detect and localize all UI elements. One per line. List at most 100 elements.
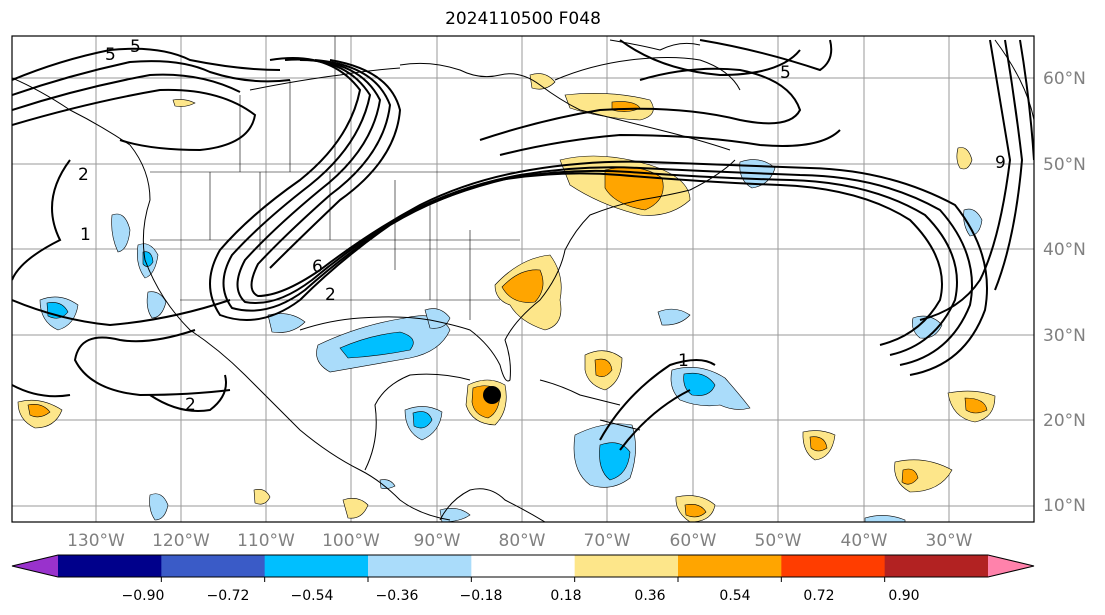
map-frame (11, 35, 1035, 523)
contour-label: 9 (995, 153, 1006, 173)
contour-line (12, 299, 231, 327)
colorbar-tick: −0.90 (122, 588, 165, 604)
anomaly-blob (864, 515, 906, 522)
colorbar-segment (58, 555, 162, 577)
contour-line (250, 59, 988, 376)
lon-label: 60°W (670, 531, 717, 551)
colorbar-segment (781, 555, 886, 577)
contour-line (994, 39, 1024, 291)
colorbar-tick: 0.90 (888, 588, 919, 604)
anomaly-blob (267, 313, 306, 333)
colorbar-tick: −0.72 (207, 588, 250, 604)
anomaly-blob (149, 493, 169, 521)
anomaly-blob (412, 411, 433, 429)
contour-line (236, 59, 973, 366)
anomaly-blob (342, 498, 369, 519)
positive-anomaly-shading (17, 73, 996, 522)
colorbar-extend-min (12, 555, 58, 577)
contour-line (919, 39, 1012, 321)
contour-label: 5 (130, 37, 141, 57)
political-borders (150, 36, 520, 320)
lon-label: 90°W (414, 531, 461, 551)
anomaly-blob (963, 208, 983, 237)
latitude-labels: 60°N 50°N 40°N 30°N 20°N 10°N (1043, 69, 1086, 516)
lon-label: 30°W (926, 531, 973, 551)
anomaly-blob (564, 93, 654, 121)
colorbar-tick: −0.18 (460, 588, 503, 604)
contour-line (12, 47, 281, 81)
anomaly-blob (379, 479, 396, 489)
anomaly-blob (599, 442, 631, 481)
contour-line (12, 73, 241, 111)
anomaly-blob (964, 397, 988, 414)
colorbar-tick: 0.72 (803, 588, 834, 604)
colorbar-segment (471, 555, 576, 577)
anomaly-blob (901, 468, 919, 485)
colorbar (11, 554, 1035, 582)
lon-label: 50°W (755, 531, 802, 551)
lon-label: 100°W (322, 531, 380, 551)
contour-line (222, 58, 958, 356)
lon-label: 120°W (152, 531, 210, 551)
colorbar-segment (678, 555, 782, 577)
colorbar-outline (11, 554, 1035, 578)
colorbar-extend-max (988, 555, 1034, 577)
lat-label: 50°N (1043, 155, 1086, 175)
lat-label: 40°N (1043, 240, 1086, 260)
contour-line (599, 359, 716, 441)
contour-line (73, 329, 231, 397)
anomaly-blob (111, 213, 131, 253)
lat-label: 20°N (1043, 411, 1086, 431)
contour-label: 2 (185, 395, 196, 415)
anomaly-blob (684, 504, 707, 518)
contour-line (619, 389, 691, 451)
colorbar-segment (161, 555, 266, 577)
contour-label: 6 (312, 257, 323, 277)
lon-label: 40°W (841, 531, 888, 551)
height-contours (12, 39, 1034, 451)
anomaly-blob (146, 291, 167, 319)
contour-line (12, 384, 71, 398)
negative-anomaly-shading (39, 159, 983, 522)
colorbar-tick: 0.18 (550, 588, 581, 604)
lon-label: 130°W (67, 531, 125, 551)
storm-center-dot (483, 386, 501, 404)
anomaly-blob (142, 251, 154, 267)
contour-labels: 5 5 5 2 1 2 2 6 1 9 (78, 37, 1006, 415)
anomaly-blob (657, 308, 691, 326)
colorbar-tick: −0.36 (376, 588, 419, 604)
contour-line (12, 60, 291, 96)
anomaly-blob (529, 73, 556, 90)
anomaly-blob (253, 489, 271, 505)
colorbar-tick: 0.54 (719, 588, 750, 604)
contour-line (499, 129, 841, 156)
contour-label: 1 (678, 351, 689, 371)
lat-label: 30°N (1043, 326, 1086, 346)
lon-label: 70°W (584, 531, 631, 551)
contour-label: 5 (105, 45, 116, 65)
colorbar-segment (264, 555, 369, 577)
anomaly-blob (683, 372, 716, 396)
anomaly-blob (172, 99, 196, 107)
contour-line (479, 67, 802, 141)
contour-label: 2 (78, 165, 89, 185)
contour-line (269, 59, 402, 269)
contour-line (1019, 39, 1034, 161)
anomaly-blob (439, 508, 471, 522)
anomaly-blob (594, 358, 613, 377)
contour-line (12, 88, 257, 152)
contour-line (619, 39, 801, 77)
contour-line (699, 39, 833, 72)
contour-line (12, 159, 71, 281)
contour-line (149, 374, 227, 412)
anomaly-blob (339, 331, 414, 359)
longitude-labels: 130°W 120°W 110°W 100°W 90°W 80°W 70°W 6… (67, 531, 973, 551)
lon-label: 80°W (499, 531, 546, 551)
colorbar-segment (368, 555, 472, 577)
map-title: 2024110500 F048 (445, 9, 601, 29)
contour-label: 1 (80, 225, 91, 245)
lon-label: 110°W (237, 531, 295, 551)
colorbar-segment (884, 555, 989, 577)
colorbar-segment (574, 555, 679, 577)
lat-label: 10°N (1043, 496, 1086, 516)
